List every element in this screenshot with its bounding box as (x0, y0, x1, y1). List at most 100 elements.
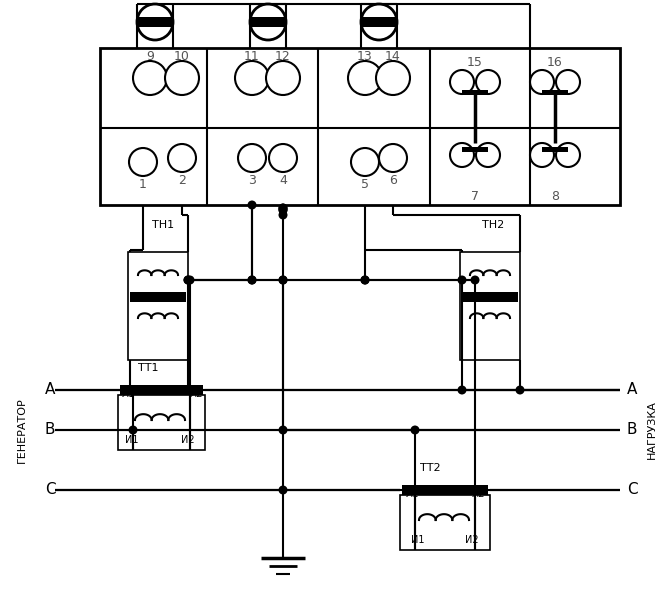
Text: 1: 1 (139, 177, 147, 190)
Circle shape (556, 70, 580, 94)
Text: ТТ1: ТТ1 (138, 363, 158, 373)
Circle shape (556, 143, 580, 167)
Circle shape (279, 205, 287, 214)
Bar (542, 90, 568, 95)
Circle shape (184, 276, 192, 285)
Bar (542, 147, 568, 152)
Text: ТН1: ТН1 (152, 220, 174, 230)
Circle shape (129, 425, 137, 434)
Circle shape (250, 4, 286, 40)
Bar (460, 252, 520, 360)
Circle shape (269, 144, 297, 172)
Text: 16: 16 (547, 56, 563, 68)
Bar (120, 385, 203, 395)
Circle shape (247, 201, 257, 210)
Text: И1: И1 (125, 435, 139, 445)
Text: 11: 11 (244, 50, 260, 62)
Text: 2: 2 (178, 174, 186, 186)
Text: Л2: Л2 (189, 389, 203, 399)
Circle shape (279, 204, 287, 213)
Circle shape (411, 425, 419, 434)
Circle shape (351, 148, 379, 176)
Circle shape (360, 276, 369, 285)
Circle shape (184, 276, 192, 285)
Circle shape (247, 276, 257, 285)
Circle shape (238, 144, 266, 172)
Circle shape (168, 144, 196, 172)
Text: НАГРУЗКА: НАГРУЗКА (647, 401, 657, 459)
Circle shape (379, 144, 407, 172)
Text: B: B (45, 422, 55, 437)
Bar (462, 90, 488, 95)
Circle shape (279, 204, 287, 213)
Circle shape (458, 276, 466, 285)
Text: Л1: Л1 (405, 489, 419, 499)
Text: C: C (45, 483, 56, 498)
Text: И2: И2 (181, 435, 195, 445)
Circle shape (279, 425, 287, 434)
Text: 9: 9 (146, 50, 154, 62)
Text: 3: 3 (248, 174, 256, 186)
Text: 13: 13 (357, 50, 373, 62)
Text: 12: 12 (275, 50, 291, 62)
Bar (128, 252, 188, 360)
Circle shape (361, 4, 397, 40)
Circle shape (376, 61, 410, 95)
Bar (118, 395, 205, 450)
Circle shape (279, 205, 287, 214)
Circle shape (247, 276, 257, 285)
Circle shape (530, 143, 554, 167)
Text: 7: 7 (471, 189, 479, 202)
Circle shape (470, 276, 480, 285)
Circle shape (279, 276, 287, 285)
Circle shape (515, 386, 525, 395)
Circle shape (476, 143, 500, 167)
Circle shape (129, 148, 157, 176)
Text: 8: 8 (551, 189, 559, 202)
Bar (130, 292, 186, 302)
Circle shape (530, 70, 554, 94)
Text: ТТ2: ТТ2 (419, 463, 440, 473)
Circle shape (348, 61, 382, 95)
Circle shape (133, 61, 167, 95)
Bar (402, 485, 488, 495)
Circle shape (186, 276, 194, 285)
Bar (137, 17, 173, 27)
Circle shape (476, 70, 500, 94)
Text: И1: И1 (411, 535, 425, 545)
Bar (462, 292, 518, 302)
Text: 10: 10 (174, 50, 190, 62)
Text: 4: 4 (279, 174, 287, 186)
Text: 6: 6 (389, 174, 397, 186)
Circle shape (450, 70, 474, 94)
Text: И2: И2 (465, 535, 479, 545)
Circle shape (184, 386, 192, 395)
Circle shape (450, 143, 474, 167)
Text: ТН2: ТН2 (482, 220, 504, 230)
Text: B: B (626, 422, 637, 437)
Text: 5: 5 (361, 177, 369, 190)
Bar (462, 147, 488, 152)
Text: A: A (627, 383, 637, 398)
Text: 15: 15 (467, 56, 483, 68)
Circle shape (458, 386, 466, 395)
Text: C: C (626, 483, 637, 498)
Circle shape (125, 386, 135, 395)
Bar (250, 17, 286, 27)
Text: A: A (45, 383, 55, 398)
Circle shape (279, 486, 287, 495)
Circle shape (266, 61, 300, 95)
Bar (400, 495, 490, 550)
Text: Л1: Л1 (121, 389, 135, 399)
Circle shape (235, 61, 269, 95)
Text: ГЕНЕРАТОР: ГЕНЕРАТОР (17, 397, 27, 463)
Bar (100, 48, 620, 205)
Circle shape (137, 4, 173, 40)
Text: Л2: Л2 (471, 489, 485, 499)
Circle shape (279, 276, 287, 285)
Circle shape (165, 61, 199, 95)
Bar (361, 17, 397, 27)
Circle shape (125, 386, 135, 395)
Circle shape (279, 210, 287, 219)
Text: 14: 14 (385, 50, 401, 62)
